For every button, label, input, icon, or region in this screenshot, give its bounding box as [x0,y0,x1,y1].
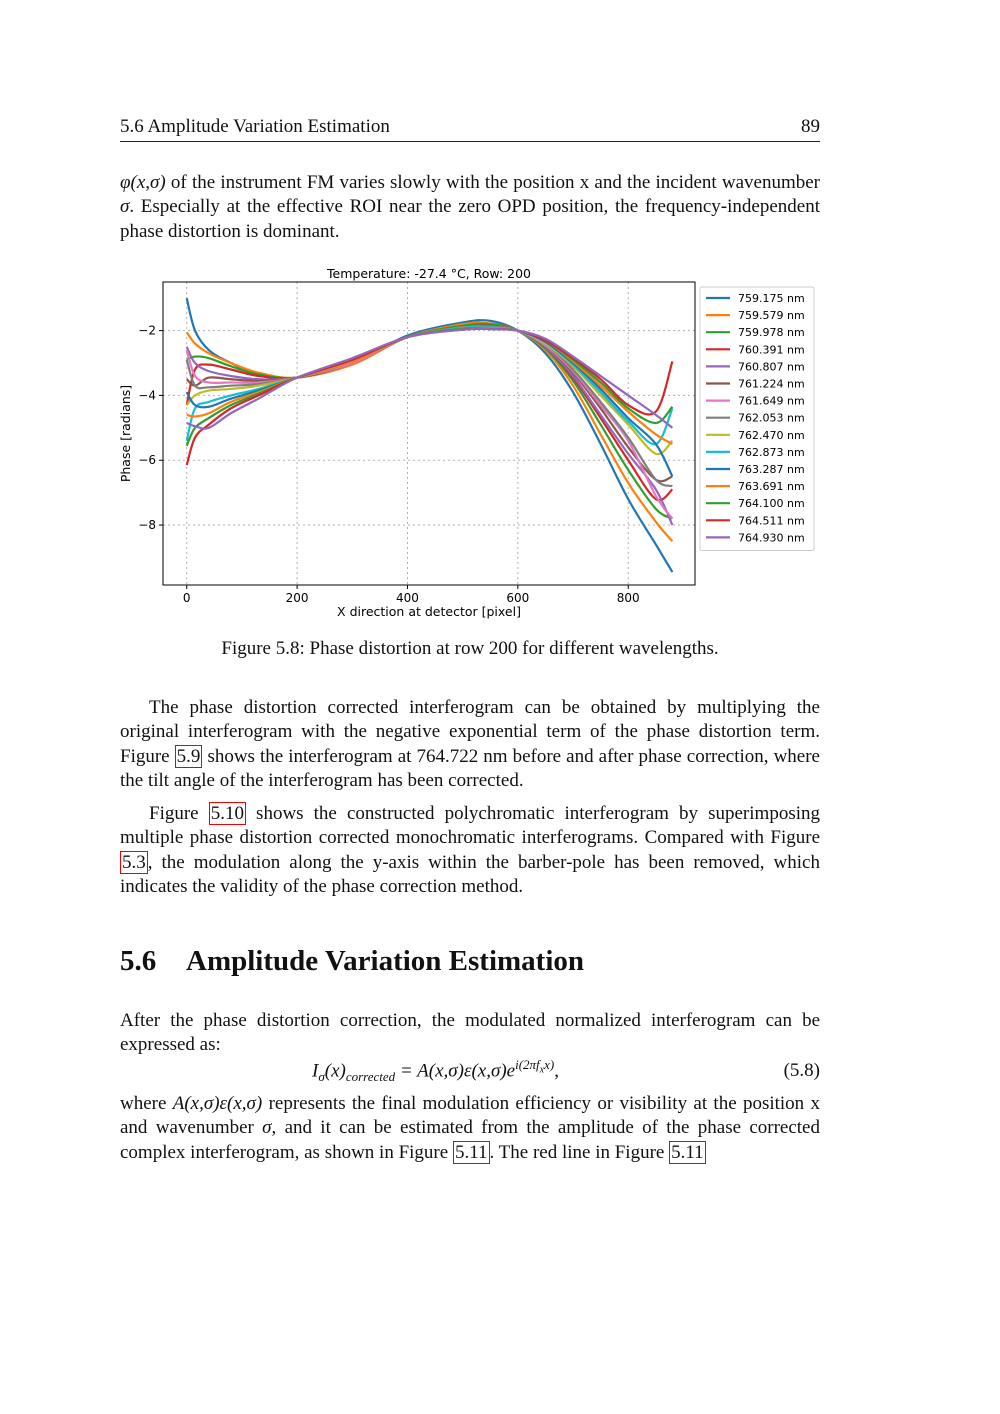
legend-entry: 764.100 nm [738,497,805,510]
legend-entry: 760.391 nm [738,343,805,356]
paragraph: where A(x,σ)ε(x,σ) represents the final … [120,1092,820,1165]
legend-entry: 761.224 nm [738,378,805,391]
equation-body: Iσ(x)corrected = A(x,σ)ε(x,σ)ei(2πfxx), [312,1057,559,1085]
figure-reference-link[interactable]: 5.11 [452,1140,490,1164]
figure-reference-link[interactable]: 5.3 [120,850,148,874]
legend-entry: 764.930 nm [738,531,805,544]
section-heading: 5.6 Amplitude Variation Estimation [120,945,584,978]
y-tick-label: −6 [138,453,156,467]
legend-entry: 761.649 nm [738,395,805,408]
text-run: The phase distortion corrected interfero… [120,697,820,767]
eq-rhs: = A(x,σ)ε(x,σ)e [395,1060,516,1082]
legend-entry: 764.511 nm [738,514,805,527]
paragraph: Figure 5.10 shows the constructed polych… [120,802,820,900]
eq-tail: , [554,1060,559,1082]
page-number: 89 [801,116,820,137]
legend-entry: 760.807 nm [738,360,805,373]
x-tick-label: 800 [617,591,640,605]
figure-reference-link[interactable]: 5.9 [174,744,203,768]
legend-box [699,286,815,551]
legend-entry: 762.470 nm [738,429,805,442]
legend-entry: 759.978 nm [738,326,805,339]
inline-math: σ [120,196,130,218]
legend-entry: 763.287 nm [738,463,805,476]
text-run: represents the final modulation efficien… [120,1093,820,1139]
series-line-0 [185,297,674,573]
text-run: After the phase distortion correction, t… [120,1010,820,1056]
figure-caption: Figure 5.8: Phase distortion at row 200 … [221,638,719,659]
text-run: . The red line in Figure [489,1141,670,1163]
text-run: where [120,1093,173,1114]
x-tick-label: 600 [506,591,529,605]
paragraph: φ(x,σ) of the instrument FM varies slowl… [120,171,820,244]
text-run: shows the constructed polychromatic inte… [120,803,820,849]
eq-lhs: I [312,1060,319,1082]
inline-math: A(x,σ)ε(x,σ) [172,1093,263,1114]
phase-distortion-chart: 0 200 400 600 800 −2 −4 −6 −8 Temperature: -27.4 … [118,266,815,619]
text-run: , and it can be estimated from the ampli… [120,1117,820,1163]
y-axis-label: Phase [radians] [118,385,133,482]
eq-sup-sub: x [539,1064,545,1076]
y-tick-label: −8 [138,518,156,532]
figure-reference-link[interactable]: 5.10 [208,802,246,825]
x-tick-label: 0 [183,591,191,605]
text-run: of the instrument FM varies slowly with … [165,172,820,193]
inline-math: φ(x,σ) [120,172,166,193]
text-run: , the modulation along the y-axis within… [120,851,820,898]
eq-sup: i(2πf [515,1057,540,1072]
inline-math: σ [262,1117,272,1139]
figure-reference-link[interactable]: 5.11 [669,1140,706,1164]
x-axis-label: X direction at detector [pixel] [337,604,521,619]
y-tick-label: −2 [138,324,156,338]
text-run: . Especially at the effective ROI near t… [120,196,820,242]
legend-entry: 762.873 nm [738,446,805,459]
paragraph: The phase distortion corrected interfero… [120,696,820,794]
text-run: Figure [149,803,209,824]
paragraph: After the phase distortion correction, t… [120,1009,820,1058]
text-run: shows the interferogram at 764.722 nm be… [120,745,820,792]
x-tick-label: 400 [396,591,419,605]
eq-sub: σ [318,1069,325,1085]
series-line-14 [186,327,674,430]
section-number: 5.6 [120,945,157,977]
legend-entry: 759.579 nm [738,309,805,322]
header-section: 5.6 Amplitude Variation Estimation [120,116,390,137]
legend-entry: 763.691 nm [738,480,805,493]
x-tick-label: 200 [286,591,309,605]
legend-entry: 762.053 nm [738,412,805,425]
section-title: Amplitude Variation Estimation [186,945,584,977]
eq-arg: (x) [324,1060,346,1082]
running-header: 5.6 Amplitude Variation Estimation 89 [120,114,820,142]
equation-5-8: Iσ(x)corrected = A(x,σ)ε(x,σ)ei(2πfxx), … [120,1057,820,1085]
series-line-4 [185,324,674,526]
series-line-2 [186,322,673,520]
y-tick-label: −4 [138,388,156,402]
equation-number: (5.8) [783,1060,820,1081]
eq-sub2: corrected [345,1069,396,1085]
legend-entry: 759.175 nm [738,292,805,305]
eq-sup-end: x) [544,1057,555,1072]
series-line-1 [185,321,674,542]
axes-frame [162,281,696,586]
chart-title: Temperature: -27.4 °C, Row: 200 [326,266,531,281]
